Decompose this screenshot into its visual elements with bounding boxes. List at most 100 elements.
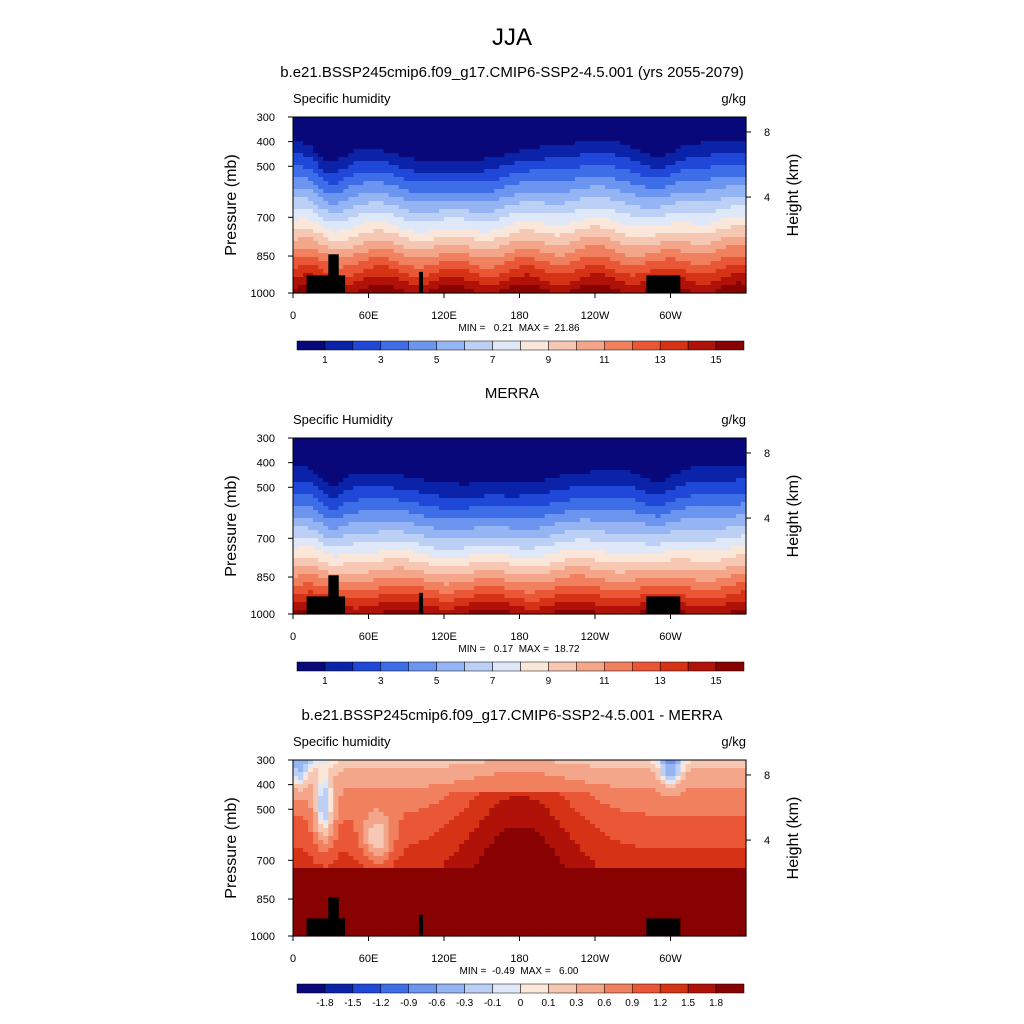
field-cell (474, 257, 480, 262)
field-cell (293, 269, 299, 274)
field-cell (695, 289, 702, 294)
y-axis-label: Pressure (mb) (223, 154, 240, 255)
field-cell (393, 153, 400, 158)
field-cell (620, 474, 626, 479)
field-cell (514, 129, 521, 134)
field-cell (675, 209, 682, 214)
field-cell (484, 438, 490, 443)
field-cell (564, 201, 571, 206)
field-cell (615, 233, 621, 238)
field-cell (393, 466, 400, 471)
field-cell (544, 205, 551, 210)
field-cell (479, 245, 485, 250)
field-cell (740, 229, 747, 234)
field-cell (293, 450, 299, 455)
field-cell (368, 221, 375, 226)
field-cell (680, 277, 687, 282)
field-cell (338, 141, 344, 146)
field-cell (640, 217, 646, 222)
field-cell (635, 466, 641, 471)
field-cell (348, 285, 354, 290)
field-cell (715, 442, 722, 447)
field-cell (353, 221, 360, 226)
field-label: Specific humidity (293, 91, 391, 106)
field-cell (408, 209, 415, 214)
field-cell (504, 153, 511, 158)
field-cell (605, 241, 611, 246)
field-cell (489, 161, 495, 166)
field-cell (559, 221, 566, 226)
field-cell (645, 181, 651, 186)
field-cell (620, 177, 626, 182)
field-cell (559, 269, 566, 274)
field-cell (615, 117, 621, 122)
field-cell (293, 169, 299, 174)
field-cell (625, 189, 631, 194)
field-cell (589, 289, 596, 294)
field-cell (469, 185, 475, 190)
field-cell (378, 201, 385, 206)
field-cell (383, 438, 390, 443)
field-cell (418, 145, 425, 150)
field-cell (685, 217, 692, 222)
field-cell (640, 181, 646, 186)
field-cell (635, 225, 641, 230)
colorbar-label: 5 (434, 355, 440, 366)
field-cell (625, 137, 631, 142)
field-cell (433, 233, 440, 238)
field-cell (464, 173, 470, 178)
field-cell (549, 458, 556, 463)
field-cell (469, 137, 475, 142)
field-cell (333, 133, 339, 138)
field-cell (449, 145, 455, 150)
field-cell (343, 438, 349, 443)
field-cell (403, 217, 410, 222)
topography-block (646, 275, 681, 293)
field-cell (323, 221, 329, 226)
field-cell (388, 165, 395, 170)
field-cell (474, 462, 480, 467)
field-cell (298, 153, 304, 158)
field-cell (418, 257, 425, 262)
field-cell (418, 458, 425, 463)
field-cell (519, 221, 526, 226)
field-cell (353, 177, 360, 182)
field-cell (700, 265, 707, 270)
field-cell (418, 133, 425, 138)
field-cell (625, 438, 631, 443)
field-cell (519, 261, 526, 266)
field-cell (630, 181, 636, 186)
field-cell (333, 450, 339, 455)
field-cell (413, 277, 420, 282)
field-cell (615, 281, 621, 286)
field-cell (413, 265, 420, 270)
field-cell (509, 153, 516, 158)
field-cell (640, 165, 646, 170)
field-cell (343, 133, 349, 138)
field-cell (353, 257, 360, 262)
field-cell (579, 285, 586, 290)
field-cell (494, 169, 500, 174)
field-cell (700, 454, 707, 459)
field-cell (620, 229, 626, 234)
field-cell (554, 169, 561, 174)
field-cell (408, 217, 415, 222)
field-cell (358, 265, 365, 270)
field-cell (338, 157, 344, 162)
field-cell (675, 181, 682, 186)
field-cell (308, 165, 314, 170)
field-cell (308, 181, 314, 186)
field-cell (413, 137, 420, 142)
field-cell (695, 466, 702, 471)
field-cell (363, 466, 370, 471)
field-cell (564, 129, 571, 134)
field-cell (323, 446, 329, 451)
field-cell (559, 241, 566, 246)
field-cell (549, 261, 556, 266)
field-cell (559, 237, 566, 242)
field-cell (438, 185, 445, 190)
field-cell (665, 257, 672, 262)
field-cell (740, 161, 747, 166)
field-cell (393, 157, 400, 162)
field-cell (464, 289, 470, 294)
